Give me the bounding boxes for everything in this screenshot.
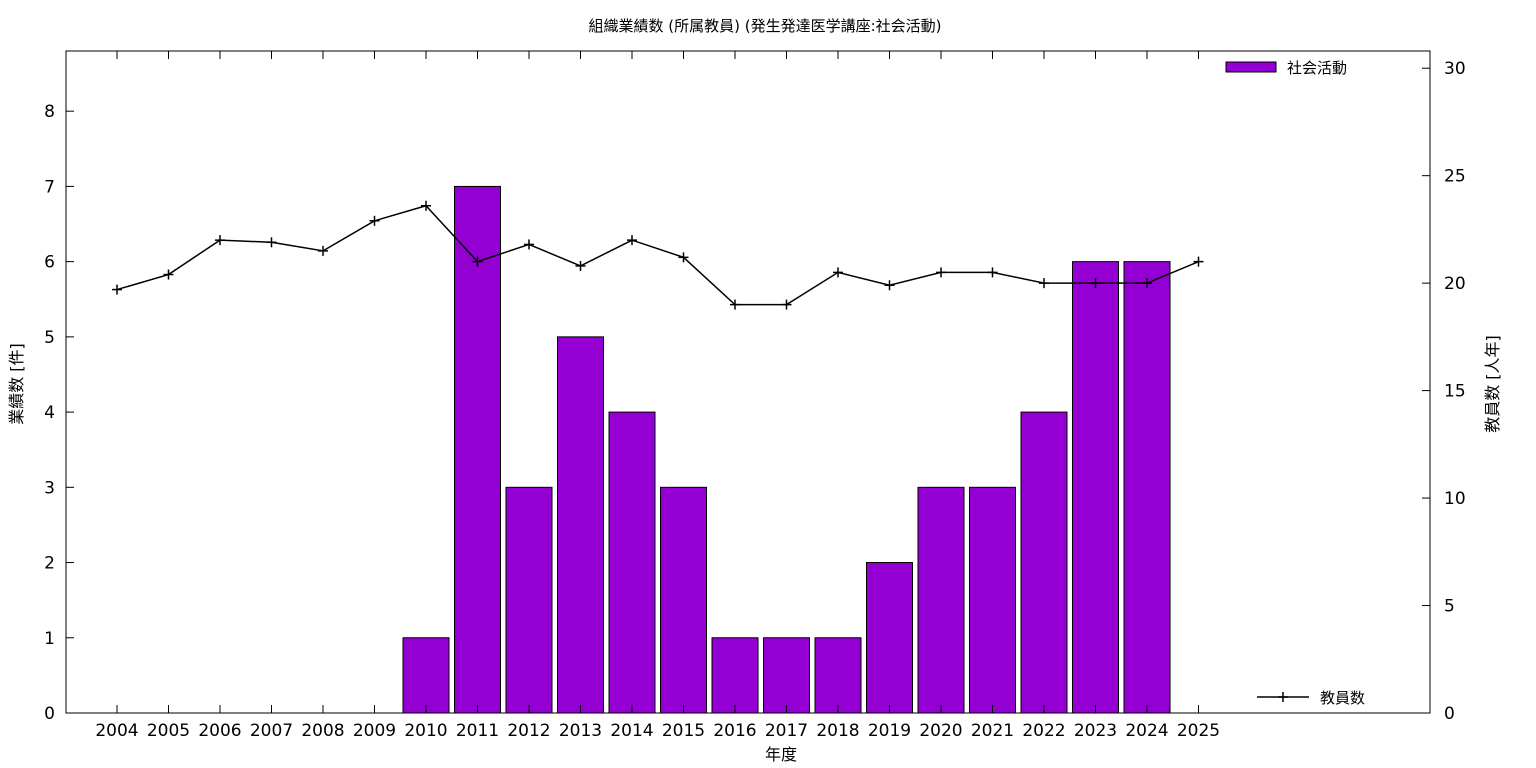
y-tick-label: 3 — [44, 478, 55, 498]
y-axis-label: 業績数 [件] — [7, 343, 26, 425]
point-2021 — [987, 267, 998, 278]
legend-bars: 社会活動 — [1225, 59, 1347, 77]
point-2016 — [730, 299, 740, 310]
point-2022 — [1039, 278, 1049, 289]
x-tick-label: 2012 — [507, 721, 550, 741]
bar-2016 — [711, 637, 759, 714]
x-axis-label: 年度 — [765, 745, 797, 764]
point-2024 — [1142, 278, 1152, 289]
point-2007 — [266, 237, 277, 248]
chart-title: 組織業績数 (所属教員) (発生発達医学講座:社会活動) — [588, 17, 941, 35]
y-axis-right: 0 5 10 15 20 25 30 — [1422, 59, 1466, 724]
plot-frame — [65, 50, 1431, 714]
y2-tick-label: 25 — [1444, 167, 1466, 187]
point-2008 — [318, 245, 328, 256]
bar-2012 — [505, 486, 553, 714]
y-tick-label: 1 — [44, 629, 55, 649]
x-tick-label: 2011 — [456, 721, 499, 741]
bar-2010 — [402, 637, 450, 714]
bar-2011 — [454, 185, 501, 714]
x-tick-label: 2022 — [1022, 721, 1065, 741]
bar-2022 — [1020, 411, 1068, 714]
y-tick-label: 8 — [44, 102, 55, 122]
x-tick-label: 2009 — [353, 721, 396, 741]
legend-swatch-bars — [1225, 61, 1277, 73]
x-tick-label: 2018 — [816, 721, 859, 741]
y-tick-label: 0 — [44, 704, 55, 724]
bar-2021 — [969, 486, 1016, 714]
point-2010 — [421, 200, 431, 211]
point-2009 — [369, 215, 380, 226]
bar-2017 — [763, 637, 810, 714]
point-2015 — [678, 252, 689, 263]
staff-line-series — [112, 200, 1204, 310]
y-tick-label: 4 — [44, 403, 55, 423]
bar-2014 — [608, 411, 656, 714]
bar-2019 — [866, 562, 913, 714]
bar-2024 — [1123, 261, 1171, 714]
x-tick-label: 2005 — [147, 721, 190, 741]
bar-2020 — [917, 486, 965, 714]
staff-line — [116, 204, 1199, 306]
x-tick-label: 2006 — [198, 721, 241, 741]
point-2020 — [936, 267, 946, 278]
y2-tick-label: 5 — [1444, 597, 1455, 617]
x-axis: 2004 2005 2006 2007 2008 2009 2010 2011 2012 2013… — [95, 51, 1220, 741]
x-tick-label: 2008 — [301, 721, 344, 741]
x-tick-label: 2013 — [559, 721, 602, 741]
bar-2023 — [1072, 261, 1119, 714]
bar-2018 — [814, 637, 862, 714]
y2-tick-label: 15 — [1444, 382, 1466, 402]
point-2011 — [472, 256, 483, 267]
x-tick-label: 2025 — [1177, 721, 1220, 741]
x-tick-label: 2021 — [971, 721, 1014, 741]
y-tick-label: 2 — [44, 554, 55, 574]
point-2017 — [781, 299, 792, 310]
x-tick-label: 2024 — [1125, 721, 1168, 741]
bar-2013 — [557, 336, 604, 714]
bar-series — [402, 185, 1171, 714]
point-2018 — [833, 267, 843, 278]
legend-label-line: 教員数 — [1320, 689, 1365, 707]
y2-axis-label: 教員数 [人年] — [1483, 335, 1502, 433]
x-tick-label: 2015 — [662, 721, 705, 741]
y-tick-label: 6 — [44, 253, 55, 273]
x-tick-label: 2020 — [919, 721, 962, 741]
y-tick-label: 5 — [44, 328, 55, 348]
y-tick-label: 7 — [44, 177, 55, 197]
x-tick-label: 2016 — [713, 721, 756, 741]
x-tick-label: 2017 — [765, 721, 808, 741]
x-tick-label: 2010 — [404, 721, 447, 741]
point-2025 — [1193, 256, 1204, 267]
x-tick-label: 2023 — [1074, 721, 1117, 741]
point-2019 — [884, 280, 895, 291]
y2-tick-label: 30 — [1444, 59, 1466, 79]
legend-line: 教員数 — [1257, 689, 1365, 707]
x-tick-label: 2007 — [250, 721, 293, 741]
bar-2015 — [660, 486, 707, 714]
y-axis-left: 0 1 2 3 4 5 6 7 8 — [44, 102, 74, 724]
x-tick-label: 2004 — [95, 721, 138, 741]
y2-tick-label: 20 — [1444, 274, 1466, 294]
x-tick-label: 2019 — [868, 721, 911, 741]
point-2012 — [524, 239, 534, 250]
legend-label-bars: 社会活動 — [1287, 59, 1347, 77]
point-2013 — [575, 260, 586, 271]
y2-tick-label: 10 — [1444, 489, 1466, 509]
point-2006 — [215, 235, 225, 246]
x-tick-label: 2014 — [610, 721, 653, 741]
y2-tick-label: 0 — [1444, 704, 1455, 724]
point-2005 — [163, 269, 174, 280]
point-2014 — [627, 235, 637, 246]
point-2004 — [112, 284, 122, 295]
point-2023 — [1090, 278, 1101, 289]
